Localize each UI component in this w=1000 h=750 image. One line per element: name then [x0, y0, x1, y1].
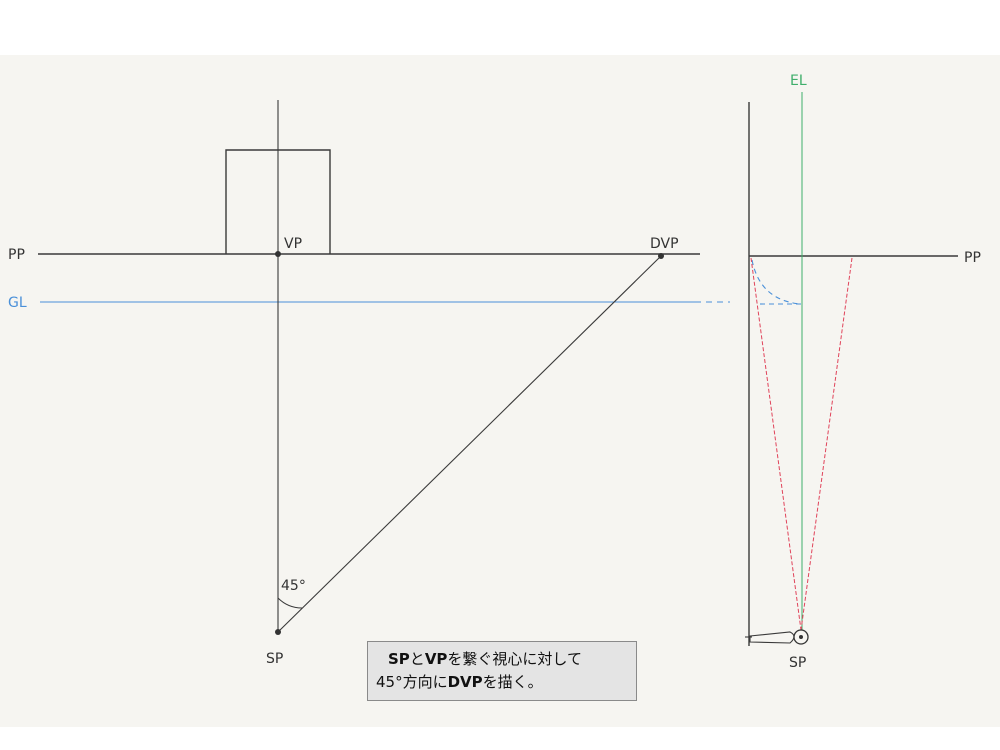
object-plan-box: [225, 149, 331, 254]
eye-icon: [749, 631, 795, 644]
sp-point: [275, 629, 281, 635]
el-label: EL: [790, 73, 807, 89]
ground-transfer-arc: [751, 259, 801, 305]
dvp-label: DVP: [650, 236, 679, 252]
sp-right-label: SP: [789, 655, 806, 671]
caption-to: と: [409, 650, 425, 668]
pp-left-label: PP: [8, 247, 25, 263]
caption-dvp: DVP: [447, 673, 483, 691]
sight-line-right: [800, 257, 853, 631]
dvp-point: [658, 253, 664, 259]
sight-line-left: [750, 257, 802, 631]
side-sp-point: [799, 635, 803, 639]
caption-line1-rest: を繋ぐ視心に対して: [447, 650, 582, 668]
caption-45-direction: 45°方向に: [376, 673, 448, 691]
angle-arc: [277, 597, 303, 609]
gl-label: GL: [8, 295, 27, 311]
pp-right-label: PP: [964, 250, 981, 266]
vp-point: [275, 251, 281, 257]
diagonal-line-sp-to-dvp: [277, 255, 662, 633]
vp-label: VP: [284, 236, 302, 252]
side-sp-circle: [793, 629, 809, 645]
angle-label: 45°: [281, 578, 306, 594]
caption-sp: SP: [388, 650, 410, 668]
caption-line-2: 45°方向にDVPを描く。: [376, 671, 628, 694]
caption-line2-rest: を描く。: [482, 673, 543, 691]
caption-line-1: SPとVPを繋ぐ視心に対して: [376, 648, 628, 671]
caption-box: SPとVPを繋ぐ視心に対して 45°方向にDVPを描く。: [367, 641, 637, 701]
caption-vp: VP: [424, 650, 448, 668]
sp-left-label: SP: [266, 651, 283, 667]
